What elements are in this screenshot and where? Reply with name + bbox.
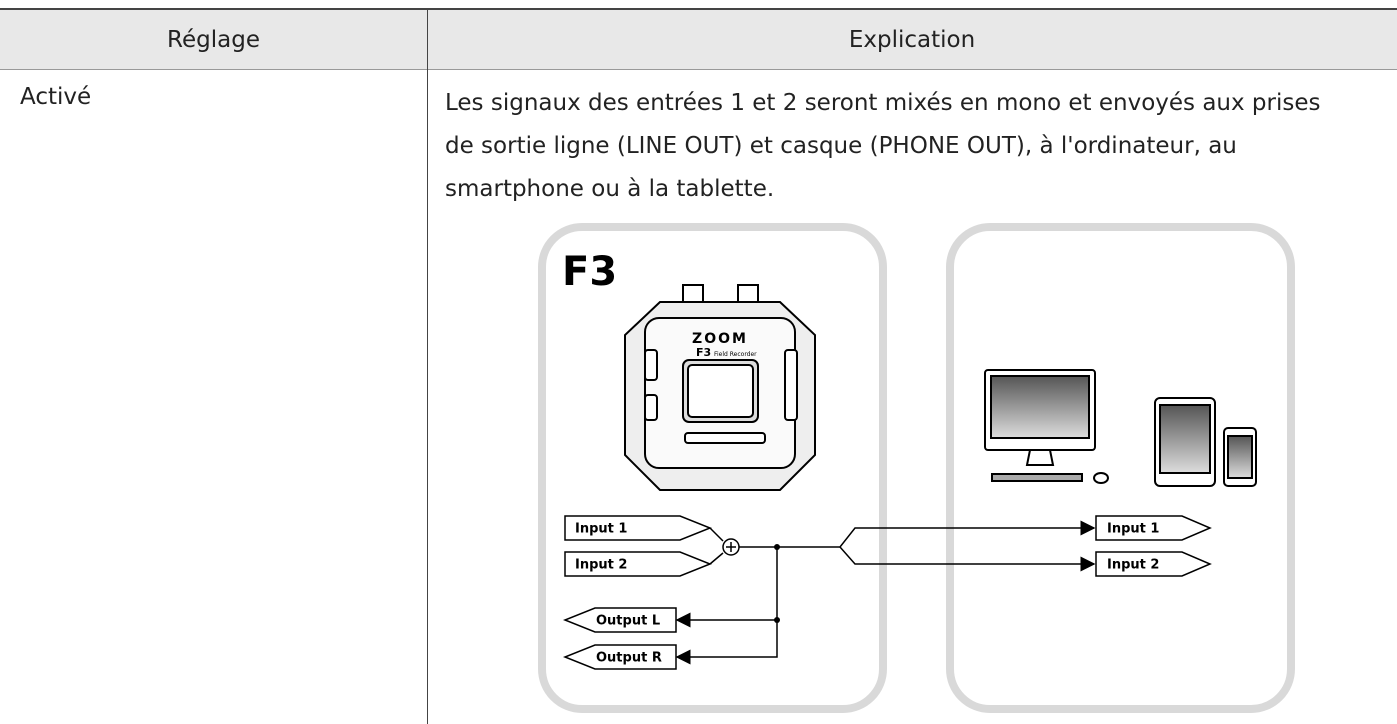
- signal-wiring: [675, 520, 1096, 665]
- computer-frame: [946, 223, 1295, 713]
- header-cell: Réglage: [0, 8, 427, 70]
- device-illustration: [624, 284, 816, 491]
- header-cell: Explication: [427, 8, 1397, 70]
- column-divider: [427, 8, 428, 724]
- tag-label: Input 2: [575, 558, 627, 573]
- device-logo: ZOOM: [692, 331, 748, 347]
- setting-cell: Activé: [20, 84, 92, 110]
- tag-label: Input 1: [575, 522, 627, 537]
- tag-label: Input 1: [1107, 522, 1159, 537]
- device-frame: [538, 223, 887, 713]
- tag-label: Input 2: [1107, 558, 1159, 573]
- tag-shapes: [562, 515, 1212, 670]
- computer-illustration: [984, 369, 1257, 487]
- junction: [774, 617, 780, 623]
- explanation-cell: Les signaux des entrées 1 et 2 seront mi…: [445, 90, 1321, 202]
- junction: [774, 544, 780, 550]
- device-subtitle: Field Recorder: [714, 351, 757, 358]
- tag-label: Output R: [596, 651, 662, 666]
- device-model: F3: [696, 346, 711, 359]
- tag-label: Output L: [596, 614, 660, 629]
- device-title: F3: [562, 249, 617, 295]
